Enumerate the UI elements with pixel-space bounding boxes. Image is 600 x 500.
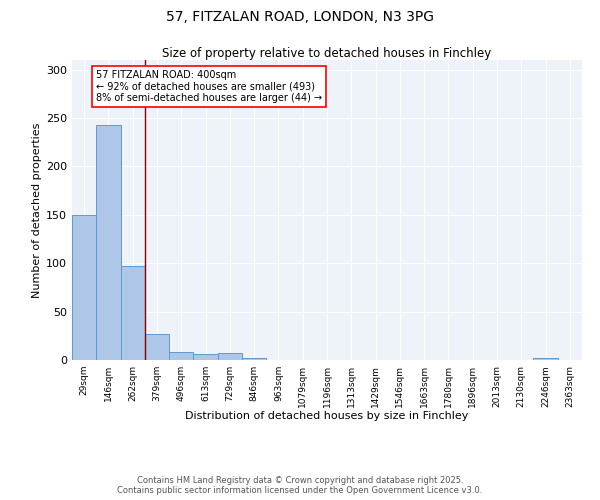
- X-axis label: Distribution of detached houses by size in Finchley: Distribution of detached houses by size …: [185, 411, 469, 421]
- Text: 57 FITZALAN ROAD: 400sqm
← 92% of detached houses are smaller (493)
8% of semi-d: 57 FITZALAN ROAD: 400sqm ← 92% of detach…: [96, 70, 322, 103]
- Bar: [96, 125, 121, 360]
- Bar: [169, 352, 193, 360]
- Bar: [242, 358, 266, 360]
- Bar: [193, 354, 218, 360]
- Y-axis label: Number of detached properties: Number of detached properties: [32, 122, 42, 298]
- Bar: [218, 353, 242, 360]
- Text: 57, FITZALAN ROAD, LONDON, N3 3PG: 57, FITZALAN ROAD, LONDON, N3 3PG: [166, 10, 434, 24]
- Bar: [533, 358, 558, 360]
- Text: Contains HM Land Registry data © Crown copyright and database right 2025.
Contai: Contains HM Land Registry data © Crown c…: [118, 476, 482, 495]
- Bar: [145, 334, 169, 360]
- Bar: [72, 215, 96, 360]
- Title: Size of property relative to detached houses in Finchley: Size of property relative to detached ho…: [163, 47, 491, 60]
- Bar: [121, 266, 145, 360]
